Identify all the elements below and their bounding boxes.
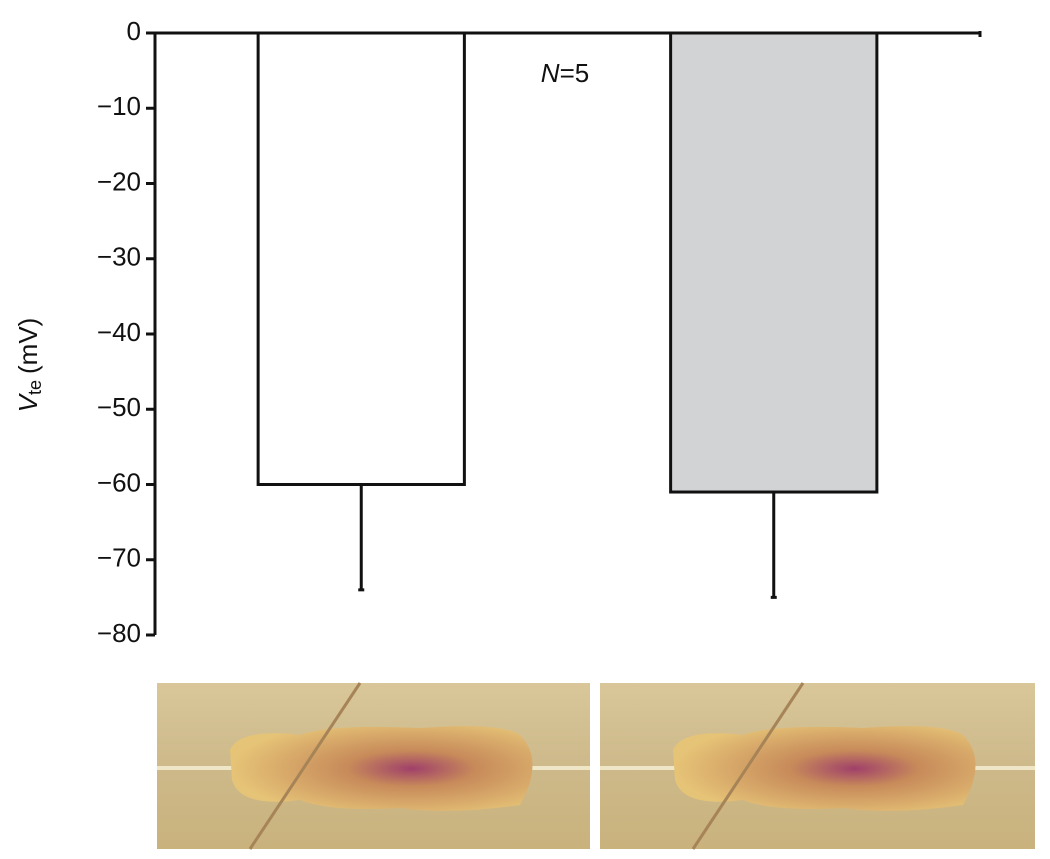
annotation-text: =5 (560, 58, 590, 88)
y-tick-label: −40 (97, 317, 141, 347)
bar (669, 31, 879, 494)
bar (256, 31, 466, 486)
y-tick-label: −70 (97, 543, 141, 573)
y-tick-label: −30 (97, 242, 141, 272)
y-label-unit: (mV) (13, 318, 43, 374)
y-tick-label: −80 (97, 618, 141, 648)
y-label-symbol: V (13, 392, 43, 412)
y-label-subscript: te (25, 380, 45, 395)
y-tick-label: 0 (127, 16, 141, 46)
photo (600, 682, 1035, 850)
photo (157, 682, 590, 850)
y-tick-label: −50 (97, 392, 141, 422)
y-tick-label: −20 (97, 166, 141, 196)
y-tick-label: −60 (97, 467, 141, 497)
annotation: N=5 (541, 58, 589, 88)
annotation-variable: N (541, 58, 560, 88)
y-axis-label: Vte (mV) (13, 318, 45, 413)
y-tick-label: −10 (97, 91, 141, 121)
